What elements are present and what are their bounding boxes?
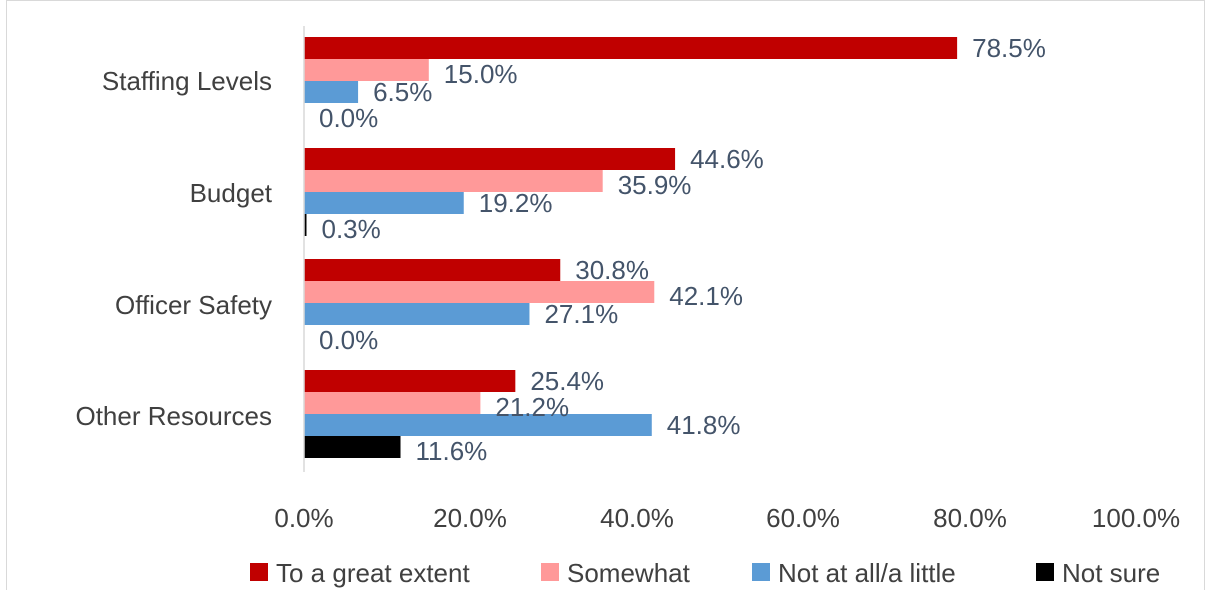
x-tick-label: 0.0% (274, 503, 333, 533)
bar-other-resources-to-a-great-extent (304, 370, 516, 392)
data-label-budget-somewhat: 35.9% (618, 170, 692, 200)
data-label-other-resources-not-sure: 11.6% (416, 436, 488, 466)
x-axis-tick-labels: 0.0% 20.0% 40.0% 60.0% 80.0% 100.0% (274, 503, 1180, 533)
legend-label-not-sure: Not sure (1062, 558, 1160, 588)
category-label-officer-safety: Officer Safety (115, 290, 272, 320)
bar-officer-safety-to-a-great-extent (304, 259, 561, 281)
x-tick-label: 60.0% (766, 503, 840, 533)
bar-budget-not-at-all-a-little (304, 192, 464, 214)
bar-other-resources-somewhat (304, 392, 481, 414)
bar-budget-to-a-great-extent (304, 148, 676, 170)
data-label-other-resources-not-at-all-a-little: 41.8% (667, 410, 741, 440)
category-label-other-resources: Other Resources (75, 401, 272, 431)
category-labels: Staffing Levels Budget Officer Safety Ot… (75, 66, 272, 431)
bar-budget-not-sure (304, 214, 307, 236)
data-label-budget-not-sure: 0.3% (321, 214, 380, 244)
category-label-budget: Budget (190, 178, 273, 208)
data-labels: 78.5%15.0%6.5%0.0%44.6%35.9%19.2%0.3%30.… (319, 33, 1046, 466)
bar-officer-safety-somewhat (304, 281, 655, 303)
x-tick-label: 80.0% (933, 503, 1007, 533)
legend-swatch-great-extent (250, 563, 268, 581)
data-label-staffing-levels-somewhat: 15.0% (444, 59, 518, 89)
data-label-staffing-levels-to-a-great-extent: 78.5% (972, 33, 1046, 63)
bar-budget-somewhat (304, 170, 603, 192)
data-label-staffing-levels-not-at-all-a-little: 6.5% (373, 77, 432, 107)
bars (304, 37, 958, 458)
x-tick-label: 40.0% (600, 503, 674, 533)
data-label-officer-safety-to-a-great-extent: 30.8% (575, 255, 649, 285)
category-label-staffing-levels: Staffing Levels (102, 66, 272, 96)
legend-label-not-at-all: Not at all/a little (778, 558, 956, 588)
legend-swatch-not-at-all (752, 563, 770, 581)
legend-swatch-not-sure (1036, 563, 1054, 581)
bar-other-resources-not-sure (304, 436, 401, 458)
x-tick-label: 100.0% (1092, 503, 1180, 533)
legend-label-somewhat: Somewhat (567, 558, 691, 588)
data-label-budget-not-at-all-a-little: 19.2% (479, 188, 553, 218)
data-label-other-resources-somewhat: 21.2% (495, 392, 569, 422)
legend: To a great extent Somewhat Not at all/a … (250, 558, 1160, 588)
x-tick-label: 20.0% (433, 503, 507, 533)
bar-other-resources-not-at-all-a-little (304, 414, 652, 436)
bar-staffing-levels-somewhat (304, 59, 429, 81)
data-label-budget-to-a-great-extent: 44.6% (690, 144, 764, 174)
data-label-officer-safety-somewhat: 42.1% (669, 281, 743, 311)
data-label-staffing-levels-not-sure: 0.0% (319, 103, 378, 133)
legend-label-great-extent: To a great extent (276, 558, 470, 588)
data-label-officer-safety-not-sure: 0.0% (319, 325, 378, 355)
data-label-other-resources-to-a-great-extent: 25.4% (530, 366, 604, 396)
bar-staffing-levels-not-at-all-a-little (304, 81, 359, 103)
legend-swatch-somewhat (541, 563, 559, 581)
data-label-officer-safety-not-at-all-a-little: 27.1% (544, 299, 618, 329)
bar-staffing-levels-to-a-great-extent (304, 37, 958, 59)
bar-officer-safety-not-at-all-a-little (304, 303, 530, 325)
